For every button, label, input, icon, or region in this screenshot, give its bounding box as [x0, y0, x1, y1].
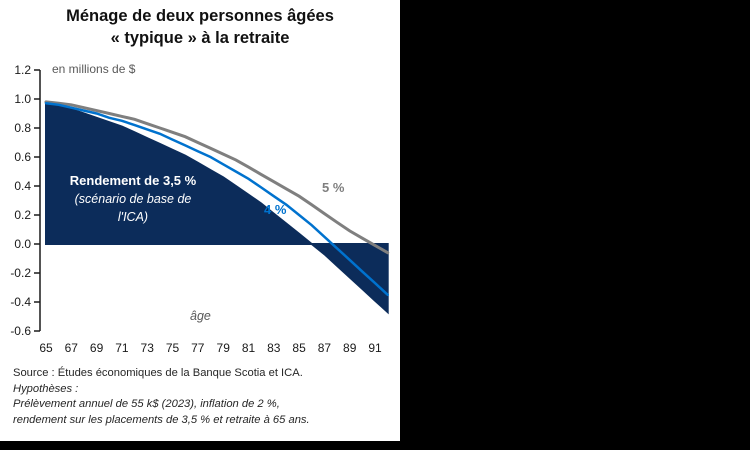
y-axis-tick-label: 0.8 — [14, 121, 31, 135]
x-axis-tick-label: 69 — [90, 341, 104, 355]
annotation-line1: Rendement de 3,5 % — [69, 173, 197, 188]
chart-panel: 1.2 1.0 0.8 0.6 0.4 0.2 0.0 -0.2 -0.4 -0.6 65 67 69 7… — [0, 0, 400, 441]
y-axis-tick-label: 1.0 — [14, 92, 31, 106]
chart-svg: 1.2 1.0 0.8 0.6 0.4 0.2 0.0 -0.2 -0.4 -0.6 65 67 69 7… — [10, 63, 390, 355]
series-label-5pct: 5 % — [322, 180, 345, 195]
area-series-annotation: Rendement de 3,5 % (scénario de base de … — [44, 172, 222, 226]
x-axis-tick-label: 79 — [217, 341, 231, 355]
hypotheses-line1: Prélèvement annuel de 55 k$ (2023), infl… — [13, 398, 280, 410]
x-axis-tick-label: 67 — [65, 341, 79, 355]
footer-notes: Source : Études économiques de la Banque… — [13, 366, 395, 428]
x-axis-tick-label: 85 — [292, 341, 306, 355]
hypotheses-line2: rendement sur les placements de 3,5 % et… — [13, 413, 310, 426]
source-line: Source : Études économiques de la Banque… — [13, 367, 303, 379]
x-axis-tick-label: 75 — [166, 341, 180, 355]
x-axis-tick-label: 77 — [191, 341, 205, 355]
chart-title: Ménage de deux personnes âgées « typique… — [0, 5, 400, 49]
x-axis-tick-label: 81 — [242, 341, 256, 355]
annotation-line3: l'ICA) — [117, 210, 149, 224]
chart-title-line2: « typique » à la retraite — [110, 29, 290, 47]
x-axis-title: âge — [190, 309, 211, 323]
line-series-5pct — [44, 100, 390, 255]
x-axis-tick-label: 73 — [141, 341, 155, 355]
y-axis-tick-label: 1.2 — [14, 63, 31, 77]
x-axis-tick-label: 65 — [39, 341, 53, 355]
x-axis-tick-label: 91 — [368, 341, 382, 355]
area-series-3-5pct — [45, 102, 389, 315]
x-axis-tick-label: 71 — [115, 341, 129, 355]
y-axis-tick-label: -0.6 — [10, 324, 31, 338]
x-axis-tick-label: 87 — [318, 341, 332, 355]
y-axis-tick-label: 0.6 — [14, 150, 31, 164]
line-series-4pct — [44, 102, 389, 297]
chart-title-line1: Ménage de deux personnes âgées — [66, 7, 334, 25]
y-axis-tick-label: -0.4 — [10, 295, 31, 309]
series-label-4pct: 4 % — [264, 202, 287, 217]
y-axis-tick-label: 0.2 — [14, 208, 31, 222]
y-axis-tick-label: -0.2 — [10, 266, 31, 280]
hypotheses-title: Hypothèses : — [13, 382, 79, 395]
x-axis-tick-label: 89 — [343, 341, 357, 355]
y-axis-tick-label: 0.0 — [14, 237, 31, 251]
annotation-line2: (scénario de base de — [74, 192, 192, 206]
x-axis-tick-label: 83 — [267, 341, 281, 355]
y-axis-tick-label: 0.4 — [14, 179, 31, 193]
unit-label: en millions de $ — [52, 62, 136, 76]
